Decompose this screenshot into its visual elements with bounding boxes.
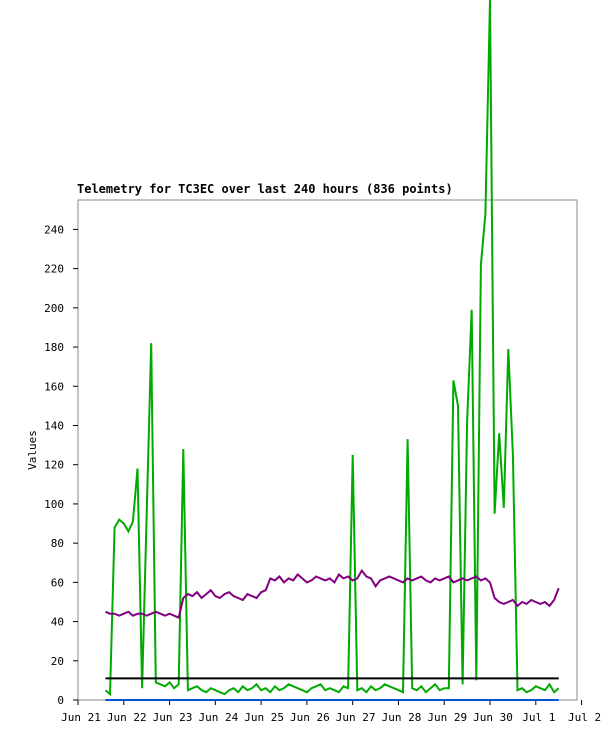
series-line — [104, 0, 560, 697]
chart-title: Telemetry for TC3EC over last 240 hours … — [77, 182, 453, 196]
y-tick-label: 20 — [51, 655, 64, 668]
y-tick-label: 200 — [44, 302, 64, 315]
x-tick-label: Jul 1 — [522, 711, 555, 724]
y-tick-label: 220 — [44, 263, 64, 276]
y-tick-label: 120 — [44, 459, 64, 472]
y-tick-label: 180 — [44, 341, 64, 354]
y-axis-label: Values — [26, 430, 39, 470]
y-tick-label: 100 — [44, 498, 64, 511]
x-tick-label: Jun 29 — [427, 711, 467, 724]
x-tick-label: Jun 30 — [473, 711, 513, 724]
x-tick-label: Jun 23 — [153, 711, 193, 724]
x-tick-label: Jun 27 — [336, 711, 376, 724]
series-line — [105, 568, 560, 619]
y-tick-label: 160 — [44, 380, 64, 393]
y-tick-label: 60 — [51, 576, 64, 589]
x-tick-label: Jun 25 — [244, 711, 284, 724]
y-tick-label: 40 — [51, 616, 64, 629]
y-tick-label: 0 — [57, 694, 64, 707]
y-tick-label: 240 — [44, 223, 64, 236]
x-tick-label: Jun 22 — [107, 711, 147, 724]
x-tick-label: Jun 26 — [290, 711, 330, 724]
x-tick-label: Jul 2 — [568, 711, 601, 724]
y-tick-label: 140 — [44, 419, 64, 432]
x-tick-label: Jun 21 — [61, 711, 101, 724]
y-tick-label: 80 — [51, 537, 64, 550]
x-tick-label: Jun 28 — [382, 711, 422, 724]
x-tick-label: Jun 24 — [198, 711, 238, 724]
